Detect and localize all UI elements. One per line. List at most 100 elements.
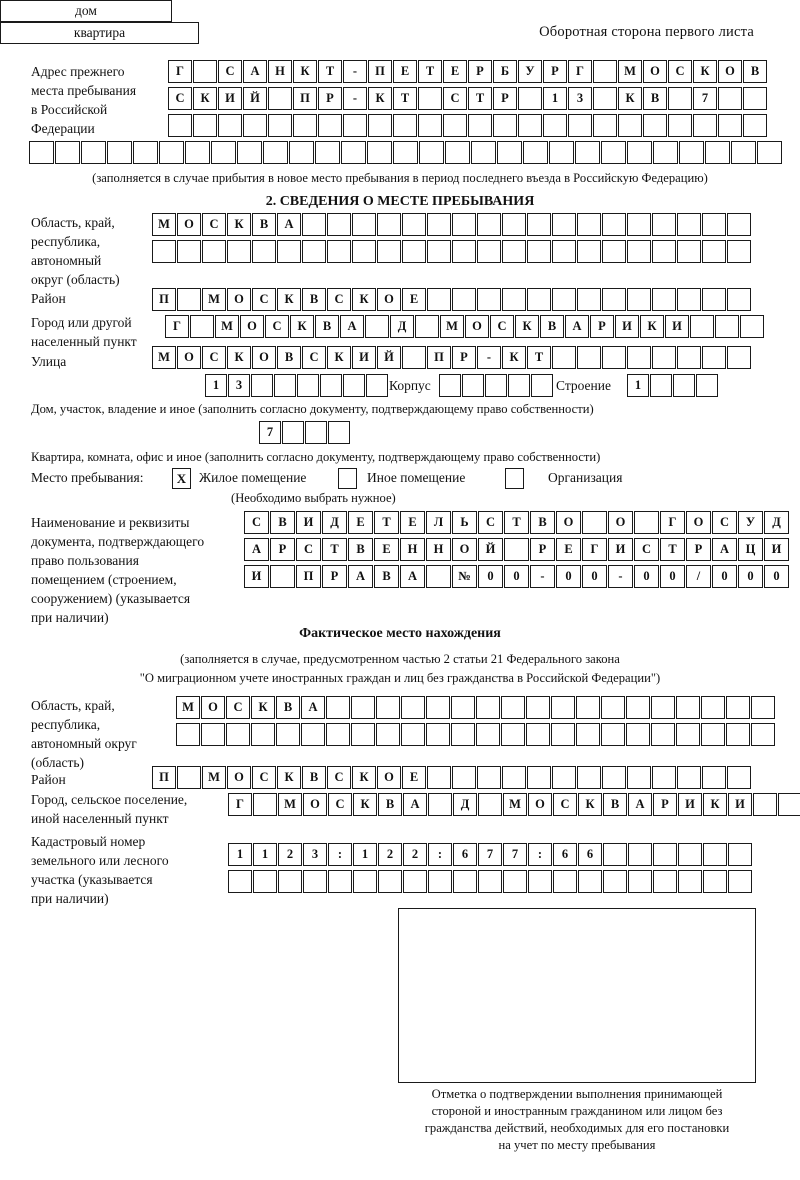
form-cell[interactable]: [29, 141, 54, 164]
form-cell[interactable]: [677, 213, 701, 236]
form-cell[interactable]: В: [302, 766, 326, 789]
form-cell[interactable]: Г: [165, 315, 189, 338]
form-cell[interactable]: С: [226, 696, 250, 719]
form-cell[interactable]: [618, 114, 642, 137]
form-cell[interactable]: 1: [353, 843, 377, 866]
form-cell[interactable]: Д: [453, 793, 477, 816]
form-cell[interactable]: [751, 723, 775, 746]
form-cell[interactable]: :: [528, 843, 552, 866]
form-cell[interactable]: В: [374, 565, 399, 588]
form-cell[interactable]: [274, 374, 296, 397]
form-cell[interactable]: 3: [228, 374, 250, 397]
form-cell[interactable]: [211, 141, 236, 164]
form-cell[interactable]: Р: [653, 793, 677, 816]
form-cell[interactable]: Г: [582, 538, 607, 561]
form-cell[interactable]: [378, 870, 402, 893]
form-cell[interactable]: К: [640, 315, 664, 338]
form-cell[interactable]: [653, 843, 677, 866]
section2-region-row-2[interactable]: [152, 240, 751, 263]
form-cell[interactable]: Е: [348, 511, 373, 534]
form-cell[interactable]: Р: [452, 346, 476, 369]
form-cell[interactable]: В: [277, 346, 301, 369]
form-cell[interactable]: [518, 87, 542, 110]
form-cell[interactable]: [527, 766, 551, 789]
form-cell[interactable]: Ь: [452, 511, 477, 534]
form-cell[interactable]: [251, 723, 275, 746]
form-cell[interactable]: [549, 141, 574, 164]
form-cell[interactable]: [289, 141, 314, 164]
form-cell[interactable]: О: [252, 346, 276, 369]
form-cell[interactable]: [727, 213, 751, 236]
form-cell[interactable]: [601, 141, 626, 164]
form-cell[interactable]: 0: [738, 565, 763, 588]
form-cell[interactable]: [353, 870, 377, 893]
form-cell[interactable]: [451, 696, 475, 719]
form-cell[interactable]: В: [252, 213, 276, 236]
form-cell[interactable]: [227, 240, 251, 263]
form-cell[interactable]: [701, 723, 725, 746]
form-cell[interactable]: О: [686, 511, 711, 534]
form-cell[interactable]: [576, 696, 600, 719]
form-cell[interactable]: [445, 141, 470, 164]
stay-type-checkbox-residential[interactable]: X: [172, 468, 191, 489]
form-cell[interactable]: [368, 114, 392, 137]
form-cell[interactable]: [252, 240, 276, 263]
form-cell[interactable]: [418, 114, 442, 137]
form-cell[interactable]: Т: [322, 538, 347, 561]
form-cell[interactable]: [305, 421, 327, 444]
form-cell[interactable]: С: [296, 538, 321, 561]
form-cell[interactable]: А: [244, 538, 269, 561]
form-cell[interactable]: [602, 213, 626, 236]
form-cell[interactable]: [701, 696, 725, 719]
form-cell[interactable]: [478, 793, 502, 816]
form-cell[interactable]: М: [152, 213, 176, 236]
form-cell[interactable]: [366, 374, 388, 397]
form-cell[interactable]: Н: [426, 538, 451, 561]
form-cell[interactable]: 2: [403, 843, 427, 866]
form-cell[interactable]: [401, 723, 425, 746]
form-cell[interactable]: А: [348, 565, 373, 588]
form-cell[interactable]: [552, 346, 576, 369]
form-cell[interactable]: М: [503, 793, 527, 816]
form-cell[interactable]: К: [251, 696, 275, 719]
form-cell[interactable]: [427, 766, 451, 789]
form-cell[interactable]: [552, 213, 576, 236]
form-cell[interactable]: [253, 793, 277, 816]
form-cell[interactable]: И: [665, 315, 689, 338]
form-cell[interactable]: С: [202, 346, 226, 369]
form-cell[interactable]: [427, 288, 451, 311]
form-cell[interactable]: [718, 87, 742, 110]
form-cell[interactable]: 1: [543, 87, 567, 110]
form-cell[interactable]: К: [618, 87, 642, 110]
form-cell[interactable]: [678, 843, 702, 866]
form-cell[interactable]: [652, 288, 676, 311]
form-cell[interactable]: [676, 723, 700, 746]
form-cell[interactable]: [575, 141, 600, 164]
form-cell[interactable]: Е: [393, 60, 417, 83]
form-cell[interactable]: [452, 240, 476, 263]
form-cell[interactable]: П: [152, 288, 176, 311]
form-cell[interactable]: [462, 374, 484, 397]
form-cell[interactable]: Г: [568, 60, 592, 83]
form-cell[interactable]: А: [712, 538, 737, 561]
form-cell[interactable]: К: [502, 346, 526, 369]
form-cell[interactable]: [678, 870, 702, 893]
form-cell[interactable]: Г: [168, 60, 192, 83]
form-cell[interactable]: [502, 288, 526, 311]
form-cell[interactable]: А: [340, 315, 364, 338]
form-cell[interactable]: [476, 696, 500, 719]
form-cell[interactable]: Й: [243, 87, 267, 110]
form-cell[interactable]: [601, 723, 625, 746]
form-cell[interactable]: [477, 240, 501, 263]
form-cell[interactable]: [190, 315, 214, 338]
form-cell[interactable]: И: [296, 511, 321, 534]
form-cell[interactable]: [593, 60, 617, 83]
form-cell[interactable]: [702, 288, 726, 311]
form-cell[interactable]: П: [293, 87, 317, 110]
form-cell[interactable]: 7: [478, 843, 502, 866]
form-cell[interactable]: [193, 60, 217, 83]
form-cell[interactable]: 6: [578, 843, 602, 866]
form-cell[interactable]: [696, 374, 718, 397]
form-cell[interactable]: 3: [568, 87, 592, 110]
